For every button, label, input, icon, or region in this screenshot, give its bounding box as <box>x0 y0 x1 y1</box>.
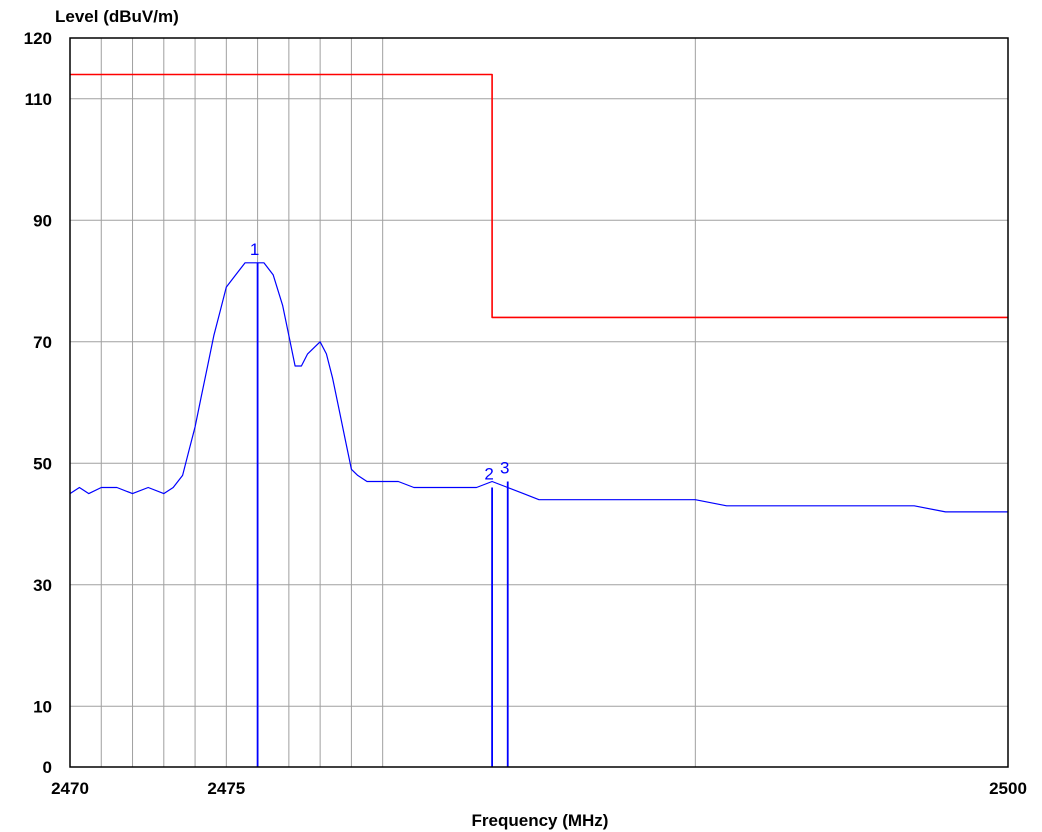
x-tick-label: 2500 <box>989 779 1027 798</box>
y-tick-label: 90 <box>33 211 52 230</box>
x-tick-label: 2475 <box>207 779 245 798</box>
x-axis-label: Frequency (MHz) <box>472 811 609 830</box>
marker-label-3: 3 <box>500 458 509 477</box>
y-tick-label: 10 <box>33 697 52 716</box>
y-tick-label: 120 <box>24 29 52 48</box>
y-tick-label: 50 <box>33 454 52 473</box>
x-tick-label: 2470 <box>51 779 89 798</box>
y-tick-label: 30 <box>33 576 52 595</box>
y-tick-label: 110 <box>25 90 52 109</box>
marker-label-2: 2 <box>484 465 493 484</box>
y-axis-label: Level (dBuV/m) <box>55 7 179 26</box>
y-tick-label: 70 <box>33 333 52 352</box>
marker-label-1: 1 <box>250 240 259 259</box>
y-tick-label: 0 <box>43 758 52 777</box>
